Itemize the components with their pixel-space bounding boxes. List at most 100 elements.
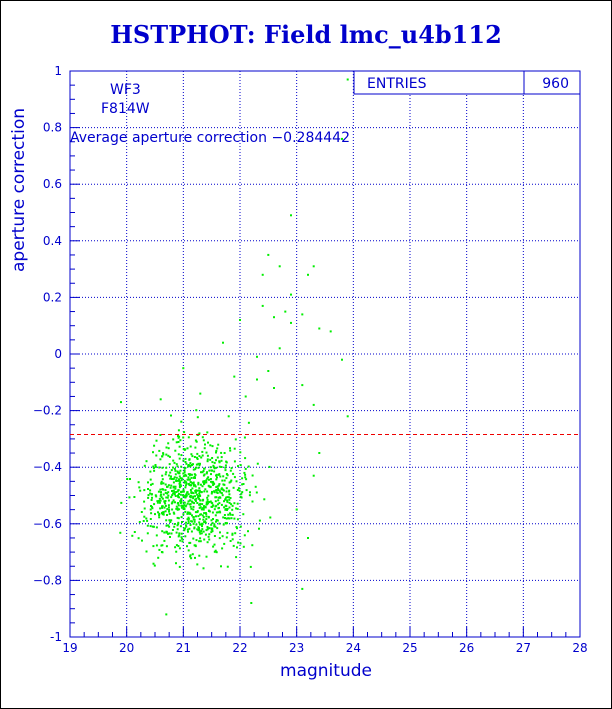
data-point xyxy=(159,507,162,510)
data-point xyxy=(182,506,185,509)
data-point xyxy=(219,496,222,499)
data-point xyxy=(185,494,188,497)
data-point xyxy=(170,475,172,478)
data-point xyxy=(165,496,168,499)
stats-entries-value: 960 xyxy=(542,76,569,92)
data-point xyxy=(168,474,171,477)
data-point xyxy=(213,467,216,470)
data-point xyxy=(207,535,210,538)
data-point xyxy=(206,458,209,461)
data-point xyxy=(169,471,172,474)
data-point xyxy=(178,475,181,478)
data-point xyxy=(209,466,212,469)
data-point xyxy=(202,518,205,521)
data-point xyxy=(143,489,146,492)
data-point xyxy=(213,543,216,546)
data-point xyxy=(226,496,229,499)
data-point xyxy=(231,532,234,535)
data-point xyxy=(329,330,332,333)
data-point xyxy=(149,489,152,492)
data-point xyxy=(172,499,175,502)
data-point xyxy=(254,485,257,488)
data-point xyxy=(189,499,192,502)
data-point xyxy=(198,503,201,506)
data-point xyxy=(177,489,180,492)
data-point xyxy=(202,507,205,510)
data-point xyxy=(248,494,251,497)
data-point xyxy=(244,457,247,460)
data-point xyxy=(138,521,141,523)
x-tick-label: 23 xyxy=(289,641,304,655)
data-point xyxy=(236,546,238,549)
data-point xyxy=(198,554,201,557)
data-point xyxy=(174,449,177,452)
data-point xyxy=(245,489,248,492)
data-point xyxy=(183,431,186,434)
data-point xyxy=(220,459,223,462)
data-point xyxy=(167,506,170,509)
data-point xyxy=(244,395,247,398)
data-point xyxy=(187,530,189,533)
data-point xyxy=(258,527,260,530)
data-point xyxy=(162,453,165,456)
data-point xyxy=(164,504,167,507)
data-point xyxy=(214,500,217,503)
data-point xyxy=(194,556,196,559)
data-point xyxy=(161,478,164,481)
data-point xyxy=(189,541,192,544)
data-point xyxy=(167,484,170,487)
data-point xyxy=(183,471,186,474)
data-point xyxy=(196,528,199,531)
data-point xyxy=(218,465,221,468)
data-point xyxy=(152,451,154,454)
data-point xyxy=(195,491,197,494)
data-point xyxy=(273,387,275,389)
data-point xyxy=(178,492,180,495)
data-point xyxy=(155,495,158,498)
data-point xyxy=(212,545,215,548)
data-point xyxy=(189,445,192,448)
data-point xyxy=(217,443,220,446)
data-point xyxy=(213,535,216,537)
data-point xyxy=(159,398,162,401)
data-point xyxy=(183,501,186,504)
y-tick-label: 0.4 xyxy=(43,234,62,248)
data-point xyxy=(165,446,168,449)
data-point xyxy=(231,513,234,516)
data-point xyxy=(198,497,201,500)
data-point xyxy=(173,461,176,464)
data-point xyxy=(217,489,220,492)
data-point xyxy=(180,465,183,468)
data-point xyxy=(172,481,175,484)
data-point xyxy=(212,464,215,467)
data-point xyxy=(211,530,214,533)
data-point xyxy=(128,496,131,499)
data-point xyxy=(198,487,201,490)
data-point xyxy=(169,486,172,489)
data-point xyxy=(206,541,209,544)
data-point xyxy=(145,517,148,520)
data-point xyxy=(176,470,179,473)
data-point xyxy=(143,507,146,510)
data-point xyxy=(191,500,193,503)
data-point xyxy=(226,508,229,510)
data-point xyxy=(229,512,231,515)
data-point xyxy=(201,522,204,525)
data-point xyxy=(167,494,170,497)
data-point xyxy=(235,480,238,483)
data-point xyxy=(312,474,315,477)
data-point xyxy=(176,479,179,482)
data-point xyxy=(189,489,192,491)
data-point xyxy=(177,429,180,432)
data-point xyxy=(209,500,212,503)
data-point xyxy=(205,529,208,532)
data-point xyxy=(204,521,207,524)
data-point xyxy=(207,516,210,519)
data-point xyxy=(168,463,171,466)
data-point xyxy=(165,471,168,474)
data-point xyxy=(193,520,196,523)
data-point xyxy=(196,493,199,496)
data-point xyxy=(256,462,259,465)
data-point xyxy=(140,511,143,513)
data-point xyxy=(203,473,206,476)
